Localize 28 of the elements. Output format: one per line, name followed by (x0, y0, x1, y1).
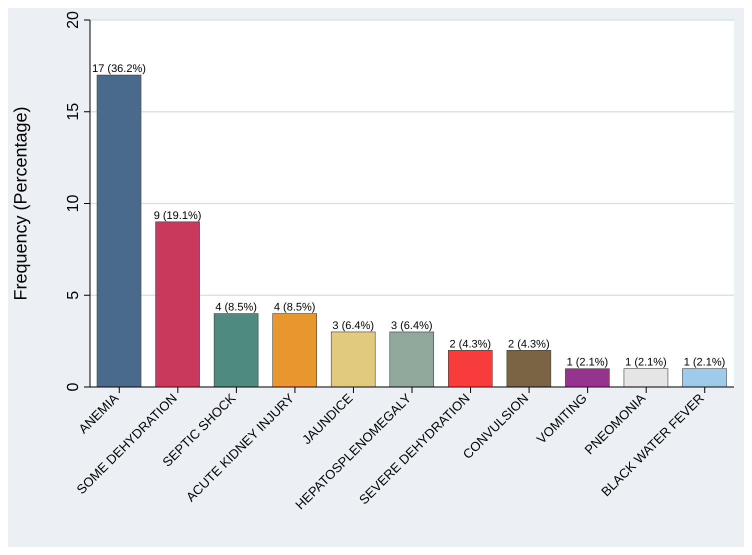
data-label: 1 (2.1%) (566, 356, 608, 369)
y-tick-label: 20 (65, 11, 82, 29)
data-label: 17 (36.2%) (92, 63, 146, 76)
data-label: 2 (4.3%) (450, 338, 492, 350)
bar (448, 350, 493, 387)
data-label: 4 (8.5%) (215, 302, 257, 314)
bar (330, 332, 376, 387)
bar (389, 332, 434, 387)
bar (565, 368, 610, 387)
data-label: 3 (6.4%) (390, 320, 433, 332)
bar (272, 313, 317, 387)
data-label: 3 (6.4%) (332, 320, 374, 332)
data-label: 9 (19.1%) (154, 210, 202, 222)
bar (624, 368, 668, 387)
data-label: 1 (2.1%) (684, 356, 726, 369)
y-tick-label: 15 (65, 102, 82, 121)
bar (155, 222, 200, 387)
y-tick-label: 10 (65, 194, 82, 212)
y-tick-label: 5 (65, 290, 82, 300)
bar (682, 368, 727, 387)
data-label: 2 (4.3%) (508, 338, 550, 350)
bar (96, 74, 142, 387)
data-label: 4 (8.5%) (274, 302, 316, 314)
bar (506, 350, 552, 387)
y-tick-label: 0 (65, 382, 82, 392)
data-label: 1 (2.1%) (625, 356, 667, 369)
bar (214, 313, 258, 387)
y-axis-title: Frequency (Percentage) (10, 106, 30, 301)
